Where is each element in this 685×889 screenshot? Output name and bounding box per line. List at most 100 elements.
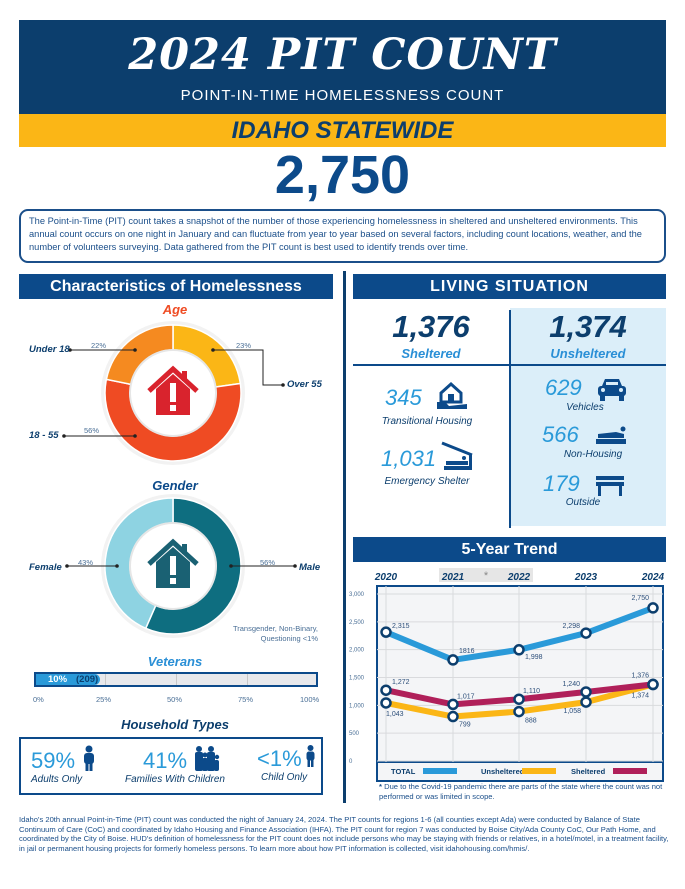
veterans-bar-fill (36, 674, 100, 685)
data-label: 1,272 (392, 679, 410, 686)
data-point-unsheltered (513, 705, 525, 718)
intro-text: The Point-in-Time (PIT) count takes a sn… (19, 209, 666, 263)
data-label: 2,750 (631, 595, 649, 602)
transitional-housing-label: Transitional Housing (381, 416, 473, 427)
plot-area (376, 585, 664, 782)
y-tick-label: 3,000 (349, 592, 365, 598)
data-point-total (580, 627, 592, 639)
shelter-bed-icon (441, 441, 473, 470)
unsheltered-label: Unsheltered (550, 346, 626, 361)
child-icon (306, 745, 315, 767)
household-families-pct: 41% (143, 748, 188, 773)
family-icon (194, 746, 219, 771)
y-tick-label: 2,500 (349, 620, 365, 626)
legend-label-sheltered: Sheltered (571, 767, 606, 776)
y-tick-label: 500 (349, 731, 360, 737)
data-point-sheltered (513, 693, 525, 705)
age-label-18-55: 18 - 55 (29, 430, 59, 441)
data-label: 1,998 (525, 654, 543, 661)
page-title: 2024 PIT COUNT (128, 30, 557, 80)
household-types-box: 59% Adults Only 41% Families With Childr… (19, 737, 323, 795)
house-hand-icon (437, 381, 467, 409)
veterans-tick-50: 50% (167, 695, 183, 704)
gender-pct-female: 43% (78, 558, 94, 567)
y-tick-label: 1,500 (349, 676, 365, 682)
age-pct-over-55: 23% (236, 341, 252, 350)
data-point-sheltered (447, 698, 459, 711)
region-band: IDAHO STATEWIDE (19, 114, 666, 147)
household-child-pct: <1% (257, 746, 302, 771)
outside-label: Outside (565, 497, 601, 508)
data-label: 1,240 (562, 681, 580, 688)
bench-icon (596, 476, 624, 496)
transitional-housing-value: 345 (385, 385, 422, 410)
y-tick-label: 0 (349, 759, 353, 765)
data-point-total (647, 602, 659, 614)
house-alert-icon (147, 538, 199, 588)
gender-other-note: Transgender, Non-Binary, Questioning <1% (232, 624, 318, 643)
data-point-sheltered (380, 684, 392, 696)
adult-icon (83, 745, 94, 771)
unsheltered-panel (510, 308, 666, 526)
outside-value: 179 (543, 471, 580, 496)
y-tick-label: 2,000 (349, 648, 365, 654)
data-point-total (380, 626, 392, 638)
gender-title: Gender (152, 478, 198, 493)
gender-pct-male: 56% (260, 558, 276, 567)
data-point-total (513, 644, 525, 656)
sheltered-total: 1,376 (392, 309, 470, 344)
trend-line-chart: * 2020 2021 2022 2023 2024 0 500 1,000 1,500 2,0… (349, 568, 665, 782)
vehicles-value: 629 (545, 375, 582, 400)
veterans-percent: 10% (48, 674, 68, 685)
living-vertical-divider (509, 310, 511, 528)
veterans-title: Veterans (147, 654, 203, 669)
header-banner: 2024 PIT COUNT POINT-IN-TIME HOMELESSNES… (19, 20, 666, 114)
non-housing-label: Non-Housing (563, 449, 623, 460)
page-subtitle: POINT-IN-TIME HOMELESSNESS COUNT (180, 87, 505, 104)
covid-year-highlight (439, 568, 533, 582)
veterans-tick-100: 100% (300, 695, 320, 704)
gender-label-female: Female (29, 562, 62, 573)
column-divider (343, 271, 346, 803)
legend-label-total: TOTAL (391, 767, 416, 776)
age-label-over-55: Over 55 (287, 379, 322, 390)
data-label: 888 (525, 718, 537, 725)
household-adults-only: 59% Adults Only (31, 745, 101, 785)
data-point-unsheltered (447, 710, 459, 723)
gender-donut-chart (65, 494, 297, 638)
household-title: Household Types (121, 717, 229, 732)
data-label: 799 (459, 722, 471, 729)
data-point-sheltered (647, 678, 659, 691)
household-child-only: <1% Child Only (257, 745, 321, 783)
data-label: 1,043 (386, 711, 404, 718)
age-pct-18-55: 56% (84, 426, 100, 435)
gender-label-male: Male (299, 562, 321, 573)
data-point-sheltered (580, 686, 592, 698)
footnote-text: Idaho's 20th annual Point-in-Time (PIT) … (19, 815, 669, 853)
emergency-shelter-label: Emergency Shelter (384, 476, 470, 487)
unsheltered-total: 1,374 (549, 309, 627, 344)
data-label: 1,374 (631, 693, 649, 700)
veterans-tick-75: 75% (238, 695, 254, 704)
x-tick-label: 2022 (507, 572, 531, 583)
data-label: 1,376 (631, 672, 649, 679)
age-pct-under-18: 22% (91, 341, 107, 350)
veterans-count: (209) (76, 674, 99, 685)
data-label: 1,058 (563, 708, 581, 715)
vehicles-label: Vehicles (566, 402, 604, 413)
data-label: 1816 (459, 648, 475, 655)
total-count: 2,750 (274, 145, 411, 205)
household-adults-pct: 59% (31, 748, 76, 773)
household-child-label: Child Only (261, 772, 308, 783)
household-adults-label: Adults Only (31, 774, 83, 785)
y-tick-label: 1,000 (349, 703, 365, 709)
legend-label-unsheltered: Unsheltered (481, 767, 525, 776)
veterans-tick-25: 25% (96, 695, 112, 704)
veterans-tick-0: 0% (33, 695, 44, 704)
emergency-shelter-value: 1,031 (381, 446, 437, 471)
x-tick-label: 2023 (574, 572, 598, 583)
data-point-unsheltered (580, 696, 592, 708)
over55-leader (213, 349, 283, 386)
data-point-total (447, 654, 459, 666)
household-families: 41% Families With Children (125, 745, 243, 785)
